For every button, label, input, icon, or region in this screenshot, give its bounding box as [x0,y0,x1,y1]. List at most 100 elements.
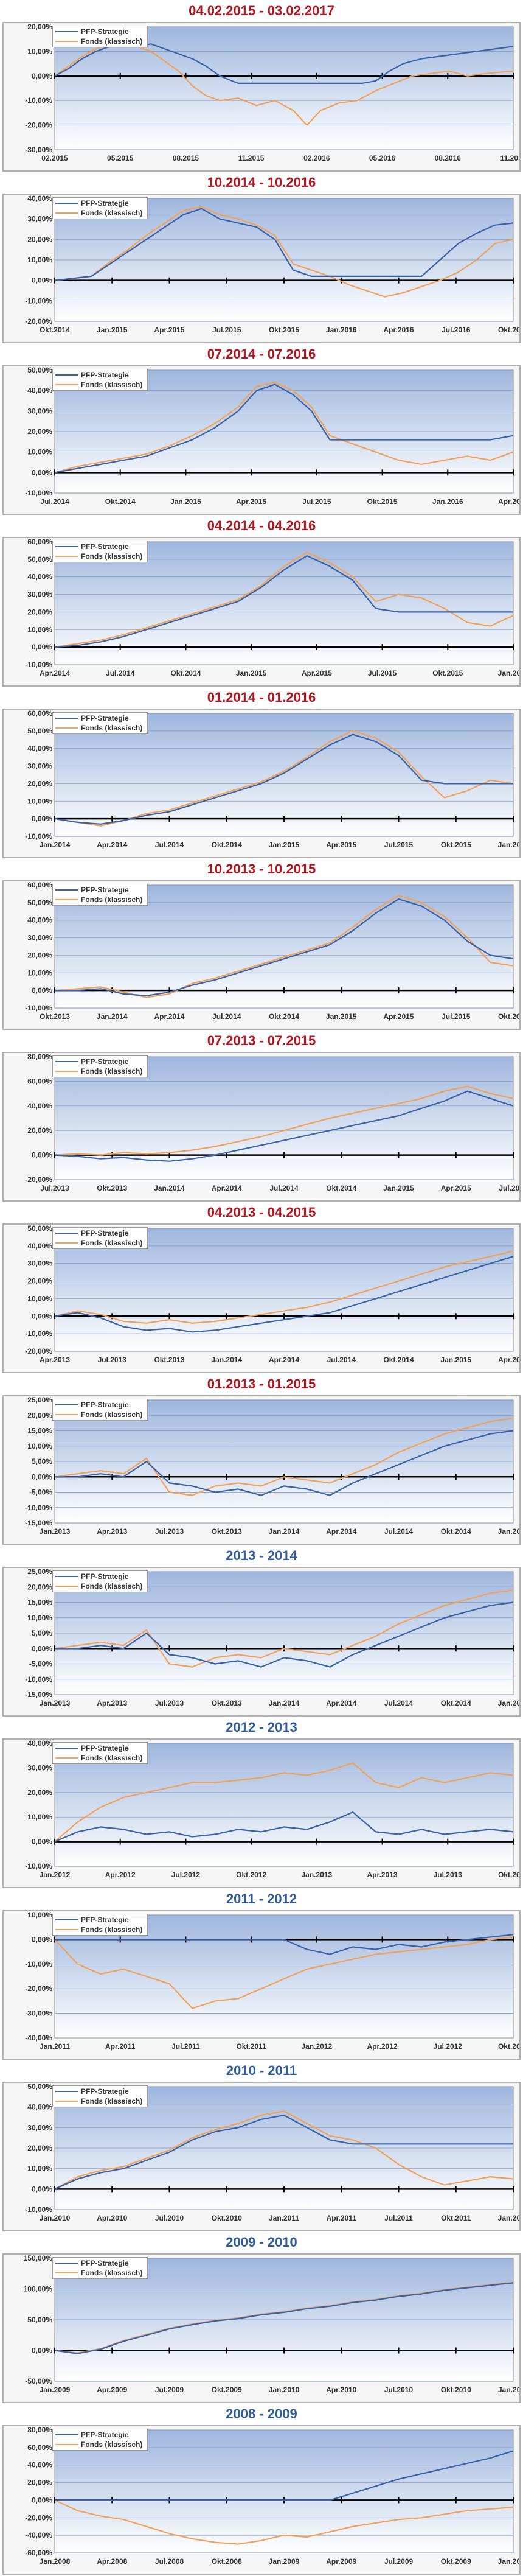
legend-entry: Fonds (klassisch) [55,2440,142,2449]
legend-label: Fonds (klassisch) [81,37,143,46]
chart-title: 07.2013 - 07.2015 [207,1033,316,1048]
x-tick-label: Jul.2014 [384,1527,414,1536]
y-tick-label: 60,00% [27,1077,52,1085]
y-tick-label: -5,00% [29,1488,52,1497]
chart-panel: 2009 - 2010 -50,00% 0,00% 50,00% 100,00% 150,… [2,2231,521,2403]
x-tick-label: Jul.2013 [155,1699,184,1707]
x-tick-label: Jan.2013 [40,1699,71,1707]
legend: PFP-Strategie Fonds (klassisch) [52,197,148,219]
x-tick-label: Jul.2014 [40,497,69,506]
legend-entry: PFP-Strategie [55,27,142,37]
x-tick-label: Okt.2014 [105,497,136,506]
y-tick-label: 0,00% [32,1935,52,1944]
legend-label: Fonds (klassisch) [81,1410,143,1419]
x-tick-label: Okt.2014 [40,326,70,334]
legend-entry: Fonds (klassisch) [55,1410,142,1419]
series-line-strategy [55,1601,514,1668]
legend: PFP-Strategie Fonds (klassisch) [52,541,148,562]
y-tick-label: 20,00% [27,607,52,616]
y-tick-label: 150,00% [24,2255,53,2263]
chart-panel: 2008 - 2009 -60,00% -40,00% -20,00% 0,00% 20,… [2,2403,521,2575]
legend-label: PFP-Strategie [81,886,129,894]
y-tick-label: 30,00% [27,762,52,771]
x-tick-label: Apr.2010 [326,2385,356,2394]
x-tick-label: Apr.2015 [383,1012,414,1021]
legend: PFP-Strategie Fonds (klassisch) [52,712,148,734]
y-tick-label: 30,00% [27,2123,52,2132]
chart-title: 2010 - 2011 [226,2063,297,2078]
legend-swatch [55,374,78,376]
y-tick-label: -10,00% [25,296,52,305]
x-tick-label: Jan.2011 [40,2042,70,2051]
series-line-fund [54,1762,514,1843]
series-line-strategy [54,733,513,825]
x-tick-label: Apr.2014 [269,1356,299,1364]
legend-label: PFP-Strategie [81,2259,129,2267]
legend: PFP-Strategie Fonds (klassisch) [52,2085,148,2107]
legend-label: Fonds (klassisch) [81,552,143,561]
x-tick-label: Jul.2012 [434,2042,463,2051]
legend: PFP-Strategie Fonds (klassisch) [52,884,148,906]
series-line-strategy [54,2282,514,2354]
x-tick-label: Okt.2013 [212,1699,242,1707]
legend-swatch [55,1929,78,1930]
x-tick-label: Jan.2016 [498,669,519,677]
series-line-fund [54,1936,514,2009]
y-tick-label: 30,00% [27,215,52,223]
y-tick-label: 80,00% [27,2426,52,2434]
y-tick-label: 0,00% [32,72,52,80]
x-tick-label: 11.2015 [238,154,265,163]
y-tick-label: -10,00% [25,1004,52,1012]
y-tick-label: -20,00% [25,2513,52,2522]
y-tick-label: -15,00% [25,1519,52,1527]
y-tick-label: 20,00% [27,1583,52,1591]
x-tick-label: Jul.2011 [171,2042,200,2051]
x-tick-label: Okt.2016 [498,326,519,334]
legend: PFP-Strategie Fonds (klassisch) [52,26,148,47]
x-tick-label: Jan.2015 [97,326,128,334]
y-tick-label: -10,00% [25,1329,52,1338]
x-tick-label: Okt.2015 [498,1012,519,1021]
x-tick-label: Okt.2012 [236,1871,266,1879]
x-tick-label: Apr.2015 [302,669,332,677]
y-tick-label: 10,00% [27,797,52,805]
y-tick-label: 20,00% [27,235,52,243]
y-tick-label: -10,00% [25,1862,52,1871]
legend: PFP-Strategie Fonds (klassisch) [52,1570,148,1592]
legend-swatch [55,384,78,385]
y-tick-label: 20,00% [27,1126,52,1135]
y-tick-label: 0,00% [32,276,52,285]
x-tick-label: Okt.2014 [212,841,242,849]
y-tick-label: 0,00% [32,1472,52,1481]
y-tick-label: -10,00% [25,1503,52,1512]
y-tick-label: 20,00% [27,23,52,31]
x-tick-label: Apr.2013 [367,1871,398,1879]
legend-label: PFP-Strategie [81,1229,129,1237]
legend-swatch [55,212,78,214]
x-tick-label: Apr.2015 [236,497,266,506]
y-tick-label: 30,00% [27,1763,52,1772]
y-tick-label: 60,00% [27,538,52,546]
x-tick-label: Jan.2015 [326,1012,357,1021]
chart-panel: 04.2014 - 04.2016 -10,00% 0,00% 10,00% 20,00… [2,515,521,687]
y-tick-label: 25,00% [27,1396,52,1404]
chart-panel: 07.2014 - 07.2016 -10,00% 0,00% 10,00% 20,00… [2,343,521,515]
chart-title: 07.2014 - 07.2016 [207,346,316,362]
x-tick-label: Jul.2013 [434,1871,463,1879]
chart-title: 2008 - 2009 [226,2406,297,2421]
x-tick-label: Apr.2011 [327,2214,357,2222]
chart-title: 04.2014 - 04.2016 [207,518,316,533]
x-tick-label: Okt.2014 [326,1184,356,1192]
series-line-strategy [54,383,514,474]
x-tick-label: Jul.2009 [384,2557,414,2566]
x-tick-label: Okt.2008 [212,2557,242,2566]
x-tick-label: Jul.2013 [40,1184,69,1192]
x-tick-label: Jan.2014 [269,1527,300,1536]
legend-entry: PFP-Strategie [55,1743,142,1753]
legend-swatch [55,1748,78,1749]
legend-swatch [55,203,78,204]
y-tick-label: -40,00% [25,2531,52,2539]
legend-swatch [55,718,78,719]
legend-label: Fonds (klassisch) [81,1925,143,1934]
